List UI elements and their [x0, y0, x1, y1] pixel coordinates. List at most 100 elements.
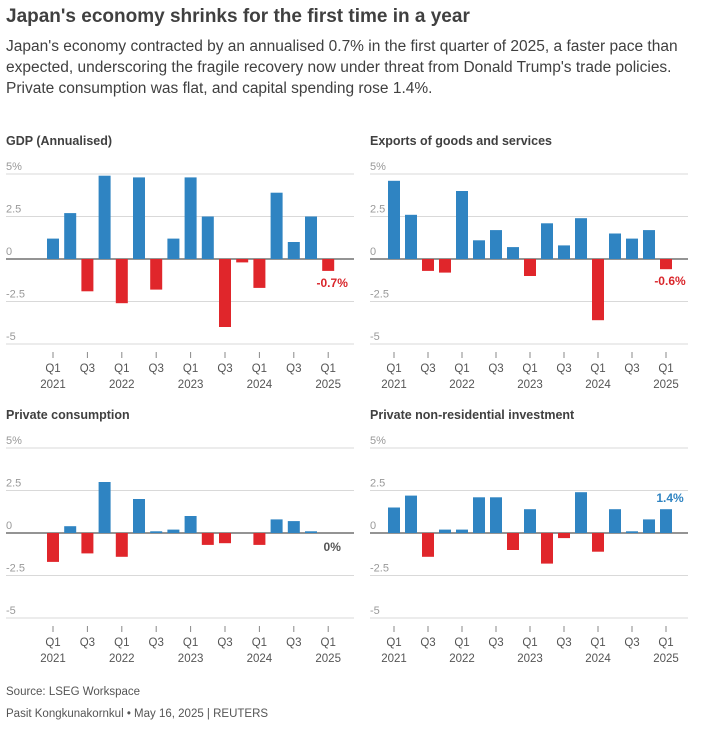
x-tick-year-label: 2023 — [517, 379, 543, 391]
y-tick-label: 5% — [370, 435, 386, 447]
bar — [47, 238, 59, 259]
bar — [456, 529, 468, 533]
y-tick-label: 2.5 — [370, 478, 385, 490]
bar — [524, 509, 536, 533]
bar — [456, 191, 468, 259]
x-tick-label: Q3 — [80, 637, 95, 649]
x-tick-label: Q1 — [252, 637, 267, 649]
x-tick-label: Q1 — [114, 637, 129, 649]
bar — [541, 533, 553, 564]
bar — [236, 259, 249, 263]
bar — [643, 230, 655, 259]
x-tick-year-label: 2021 — [381, 653, 407, 665]
y-tick-label: 0 — [370, 520, 376, 532]
x-tick-year-label: 2021 — [40, 653, 66, 665]
bar — [592, 259, 604, 321]
latest-value-label: 0% — [324, 540, 342, 554]
x-tick-label: Q1 — [658, 363, 673, 375]
y-tick-label: -5 — [6, 605, 16, 617]
y-tick-label: 2.5 — [6, 204, 21, 216]
x-tick-year-label: 2023 — [517, 653, 543, 665]
x-tick-year-label: 2022 — [449, 379, 475, 391]
x-tick-year-label: 2024 — [247, 653, 273, 665]
x-tick-label: Q3 — [217, 363, 232, 375]
x-tick-year-label: 2023 — [178, 379, 204, 391]
bar — [253, 259, 266, 288]
y-tick-label: 0 — [6, 246, 12, 258]
bar — [270, 192, 283, 259]
x-tick-label: Q3 — [286, 637, 301, 649]
bar — [422, 259, 434, 271]
panel-title: Exports of goods and services — [370, 134, 552, 148]
bar — [592, 533, 604, 552]
bar — [507, 533, 519, 550]
x-tick-year-label: 2024 — [247, 379, 273, 391]
x-tick-label: Q1 — [590, 363, 605, 375]
credit-line: Pasit Kongkunakornkul • May 16, 2025 | R… — [6, 708, 269, 720]
y-tick-label: -2.5 — [6, 563, 25, 575]
x-tick-label: Q1 — [658, 637, 673, 649]
bar — [626, 238, 638, 259]
bar — [184, 516, 197, 533]
bar — [219, 533, 231, 544]
bar — [660, 509, 672, 533]
consumption-chart: 5% 2.5 0 -2.5 -5 Q1 2021 Q3 Q1 2022 Q3 Q1 2023 Q3 Q1 20… — [6, 435, 354, 665]
bar — [558, 245, 570, 259]
x-tick-label: Q1 — [45, 363, 60, 375]
bar — [184, 177, 197, 259]
x-tick-label: Q3 — [420, 363, 435, 375]
bar — [150, 531, 163, 533]
bar — [167, 238, 180, 259]
x-tick-label: Q3 — [149, 363, 164, 375]
x-tick-label: Q3 — [149, 637, 164, 649]
x-tick-label: Q3 — [80, 363, 95, 375]
bar — [405, 495, 417, 533]
bar — [473, 240, 485, 259]
bar — [81, 259, 94, 292]
latest-value-label: -0.6% — [654, 274, 686, 288]
x-tick-year-label: 2021 — [381, 379, 407, 391]
bar — [64, 213, 77, 259]
bar — [490, 497, 502, 533]
bar — [270, 519, 283, 533]
bar — [439, 529, 451, 533]
bar — [490, 230, 502, 259]
x-tick-year-label: 2025 — [315, 379, 341, 391]
bar — [81, 533, 94, 554]
y-tick-label: -2.5 — [370, 563, 389, 575]
bar — [219, 259, 231, 327]
x-tick-year-label: 2022 — [109, 379, 135, 391]
bar — [558, 533, 570, 539]
bar — [660, 259, 672, 270]
bar — [439, 259, 451, 273]
x-tick-label: Q1 — [454, 363, 469, 375]
x-tick-label: Q1 — [321, 363, 336, 375]
bar — [643, 519, 655, 533]
bar — [609, 509, 621, 533]
x-tick-label: Q3 — [420, 637, 435, 649]
x-tick-year-label: 2024 — [585, 653, 611, 665]
x-tick-label: Q1 — [183, 637, 198, 649]
x-tick-label: Q3 — [217, 637, 232, 649]
bar — [388, 507, 400, 533]
exports-chart: 5% 2.5 0 -2.5 -5 Q1 2021 Q3 Q1 2022 Q3 Q1 2023 Q3 Q1 20… — [370, 161, 688, 391]
x-tick-year-label: 2021 — [40, 379, 66, 391]
bar — [305, 216, 317, 259]
bar — [133, 499, 145, 533]
bar — [575, 218, 587, 259]
y-tick-label: 2.5 — [6, 478, 21, 490]
panel-title: Private non-residential investment — [370, 408, 575, 422]
y-tick-label: -5 — [370, 605, 380, 617]
bar — [253, 533, 266, 545]
x-tick-label: Q1 — [386, 363, 401, 375]
bar — [305, 531, 317, 533]
panel-title: GDP (Annualised) — [6, 134, 113, 148]
y-tick-label: 0 — [6, 520, 12, 532]
x-tick-label: Q1 — [114, 363, 129, 375]
x-tick-year-label: 2024 — [585, 379, 611, 391]
latest-value-label: -0.7% — [317, 276, 349, 290]
y-tick-label: -5 — [370, 331, 380, 343]
bar — [473, 497, 485, 533]
panel-title: Private consumption — [6, 408, 130, 422]
x-tick-label: Q3 — [624, 637, 639, 649]
